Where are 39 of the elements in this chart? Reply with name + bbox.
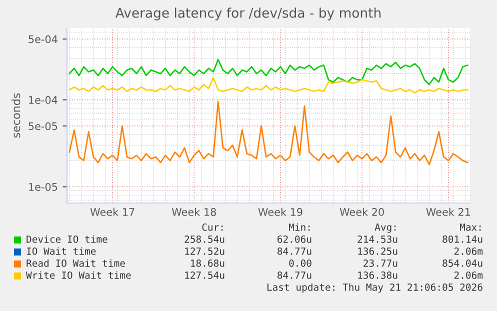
text: 854.04u <box>442 259 482 267</box>
x-tick-label: Week 21 <box>426 208 470 216</box>
text: 127.52u <box>185 247 224 255</box>
y-axis-title: seconds <box>12 93 20 138</box>
text: 18.68u <box>191 259 224 267</box>
text: 23.77u <box>364 259 398 267</box>
line-series <box>68 76 468 94</box>
text: 258.54u <box>184 235 224 243</box>
legend-label: IO Wait time <box>26 247 96 255</box>
y-tick-label: 5e-04 <box>28 35 58 44</box>
y-tick-label: 5e-05 <box>28 122 58 130</box>
line-series <box>68 58 468 86</box>
legend-label: Write IO Wait time <box>26 271 131 279</box>
text: 214.53u <box>358 235 398 243</box>
text: Last update: Thu May 21 21:06:05 2026 <box>267 283 482 293</box>
text: 84.77u <box>278 271 312 279</box>
text: 84.77u <box>278 247 312 255</box>
text: 0.00 <box>289 259 312 267</box>
text: 136.25u <box>358 247 398 255</box>
text: Cur: <box>202 223 223 231</box>
y-tick-label: 1e-05 <box>29 182 58 191</box>
text: 2.06m <box>454 247 483 255</box>
legend-label: Device IO time <box>26 235 108 243</box>
text: 136.38u <box>358 271 398 279</box>
x-tick-label: Week 18 <box>172 208 216 216</box>
text: 801.14u <box>442 235 482 243</box>
text: 2.06m <box>454 271 483 279</box>
x-tick-label: Week 19 <box>258 208 302 216</box>
text: Max: <box>460 224 481 231</box>
text: 127.54u <box>185 271 224 279</box>
y-tick-label: 1e-04 <box>29 96 58 104</box>
text: 62.06u <box>278 235 312 243</box>
line-series <box>68 101 468 166</box>
text: Min: <box>288 223 310 231</box>
legend-label: Read IO Wait time <box>26 259 125 267</box>
x-tick-label: Week 20 <box>340 208 384 216</box>
chart-title: Average latency for /dev/sda - by month <box>115 8 381 20</box>
x-tick-label: Week 17 <box>90 208 134 216</box>
text: Avg: <box>374 224 396 233</box>
